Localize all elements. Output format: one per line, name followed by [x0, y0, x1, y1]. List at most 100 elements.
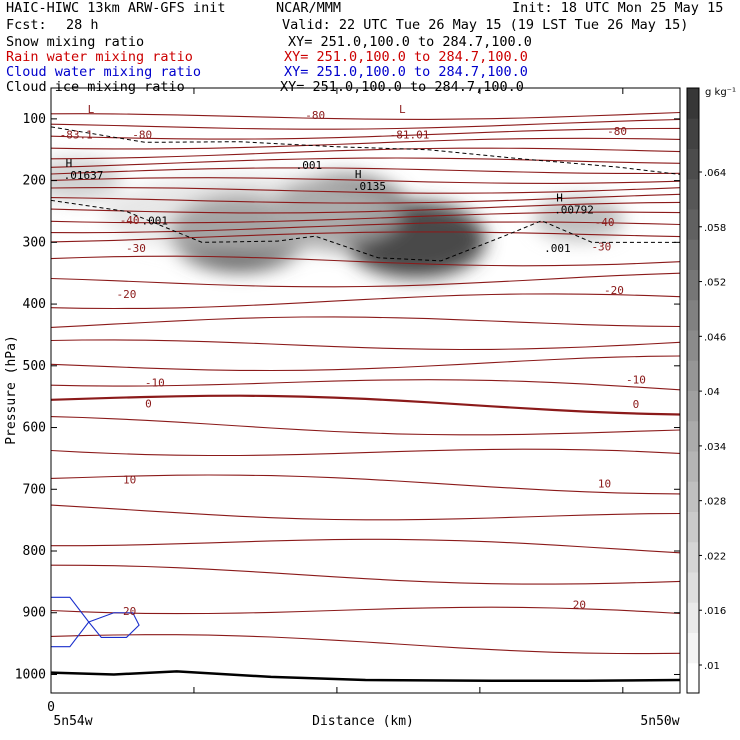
- isotherm-label: 20: [573, 599, 586, 612]
- isotherm-label: 0: [633, 398, 640, 411]
- extremum-value: .01637: [64, 169, 104, 182]
- colorbar-segment: [687, 209, 699, 240]
- colorbar-label: .058: [704, 223, 726, 234]
- isotherm: [51, 316, 680, 328]
- colorbar-segment: [687, 330, 699, 361]
- colorbar-label: .046: [704, 332, 726, 343]
- colorbar-label: .052: [704, 278, 726, 289]
- model-title: HAIC-HIWC 13km ARW-GFS init: [6, 0, 226, 16]
- y-tick-label: 1000: [15, 667, 46, 682]
- isotherm: [51, 193, 680, 204]
- y-tick-label: 400: [23, 297, 46, 312]
- isotherm: [51, 606, 680, 615]
- colorbar-segment: [687, 269, 699, 301]
- isotherm-label: 10: [123, 473, 136, 486]
- isotherm: [51, 201, 680, 214]
- colorbar-segment: [687, 511, 699, 543]
- isotherm-label: -10: [626, 373, 646, 386]
- colorbar-segment: [687, 572, 699, 603]
- ice-contour-label: .001: [296, 159, 323, 172]
- ice-contour-label: .001: [142, 215, 169, 228]
- isotherm-label: -80: [305, 109, 325, 122]
- x-right-location: 5n50w: [640, 714, 679, 729]
- colorbar-segment: [687, 602, 699, 633]
- isotherm-label: -10: [145, 376, 165, 389]
- colorbar-segment: [687, 481, 699, 512]
- field-xy-cloud-ice: XY= 251.0,100.0 to 284.7,100.0: [280, 79, 524, 95]
- isotherm-label: -80: [132, 128, 152, 141]
- temperature-isotherms: [51, 111, 680, 655]
- isotherm: [51, 448, 680, 457]
- isotherm: [51, 147, 680, 160]
- isotherm: [51, 177, 680, 184]
- field-xy-rain: XY= 251.0,100.0 to 284.7,100.0: [284, 49, 528, 65]
- y-tick-label: 200: [23, 174, 46, 189]
- snow-shade-broad: [102, 174, 403, 255]
- colorbar-label: .064: [704, 168, 726, 179]
- colorbar-segment: [687, 360, 699, 391]
- isotherm: [51, 272, 680, 288]
- contour-labels: -83.1 -80 -80 -81.01 -80 -40 -40 -30 -30 -20 -20 -1…: [60, 103, 646, 618]
- colorbar-unit: g kg⁻¹: [705, 87, 736, 98]
- isotherm: [51, 416, 680, 436]
- surface-pressure-line: [51, 670, 680, 682]
- isotherm: [51, 634, 680, 655]
- colorbar-segment: [687, 88, 699, 119]
- snow-maximum: [534, 196, 625, 241]
- x-axis-title: Distance (km): [312, 714, 414, 729]
- init-time: Init: 18 UTC Mon 25 May 15: [512, 0, 724, 16]
- colorbar-label: .022: [704, 551, 726, 562]
- isotherm: [51, 127, 680, 140]
- valid-time: Valid: 22 UTC Tue 26 May 15 (19 LST Tue …: [282, 17, 689, 33]
- isotherm: [51, 339, 680, 351]
- forecast-hours: 28 h: [66, 17, 99, 33]
- field-name-cloud-ice: Cloud ice mixing ratio: [6, 79, 185, 95]
- y-axis-title: Pressure (hPa): [4, 335, 19, 445]
- isotherm-label: -20: [604, 284, 624, 297]
- isotherm: [51, 504, 680, 521]
- y-tick-label: 800: [23, 544, 46, 559]
- x-axis: [50, 88, 624, 693]
- plot-frame: [50, 87, 681, 694]
- ice-contour-label: .001: [544, 242, 571, 255]
- isotherm: [51, 379, 680, 391]
- colorbar: .01 .016 .022 .028 .034 .04 .046 .052 .058 .064: [686, 87, 726, 694]
- isotherm: [51, 187, 680, 194]
- y-tick-label: 600: [23, 421, 46, 436]
- isotherm-label: 0: [145, 397, 152, 410]
- colorbar-segment: [687, 299, 699, 331]
- isotherm-label: -81.01: [390, 128, 430, 141]
- isotherm-label: -40: [595, 216, 615, 229]
- ice-contour-lower: [51, 199, 680, 262]
- colorbar-segment: [687, 632, 699, 664]
- isotherm-label: -80: [607, 125, 627, 138]
- y-tick-label: 300: [23, 235, 46, 250]
- isotherm: [51, 111, 680, 120]
- isotherm: [51, 355, 680, 372]
- isotherm-label: -30: [126, 242, 146, 255]
- isotherm: [51, 255, 680, 267]
- cloud-ice-contour: [51, 126, 680, 262]
- extremum-value: .0135: [353, 180, 386, 193]
- org-label: NCAR/MMM: [276, 0, 342, 16]
- isotherm-label: -30: [591, 241, 611, 254]
- x-left-location: 5n54w: [53, 714, 92, 729]
- isotherm: [51, 157, 680, 168]
- forecast-label: Fcst:: [6, 17, 47, 33]
- colorbar-segment: [687, 390, 699, 422]
- x-start-tick-label: 0: [47, 700, 55, 715]
- colorbar-segment: [687, 178, 699, 210]
- isotherm: [51, 221, 680, 234]
- colorbar-segment: [687, 420, 699, 452]
- ice-contour-upper: [51, 126, 680, 175]
- field-name-rain: Rain water mixing ratio: [6, 49, 193, 65]
- cloud-water-contour-line: [51, 596, 140, 648]
- extremum-symbol: L: [88, 103, 95, 116]
- colorbar-label: .016: [704, 606, 726, 617]
- extremum-symbol: L: [399, 103, 406, 116]
- snow-shading: [51, 157, 625, 278]
- cloud-water-contour: [51, 596, 140, 648]
- colorbar-segment: [687, 118, 699, 149]
